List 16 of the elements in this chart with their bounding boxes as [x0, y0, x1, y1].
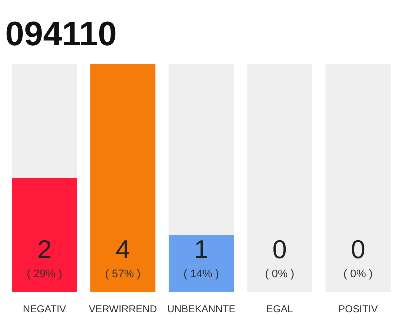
annotation: ( 0% ): [265, 268, 295, 280]
annotation: ( 14% ): [184, 268, 220, 280]
chart-title: 094110: [6, 16, 118, 54]
x-tick-label: UNBEKANNTE: [167, 304, 236, 316]
annotation: ( 29% ): [26, 268, 62, 280]
data-label: 0: [272, 234, 288, 264]
data-label: 1: [194, 234, 209, 264]
annotation: ( 57% ): [105, 268, 141, 280]
data-label: 0: [351, 234, 366, 264]
annotation: ( 0% ): [344, 268, 373, 280]
x-tick-label: EGAL: [266, 304, 294, 316]
x-tick-label: NEGATIV: [23, 304, 67, 316]
x-tick-label: VERWIRREND: [89, 304, 158, 316]
data-label: 4: [116, 234, 130, 264]
data-label: 2: [37, 234, 52, 264]
x-tick-label: POSITIV: [338, 304, 378, 316]
